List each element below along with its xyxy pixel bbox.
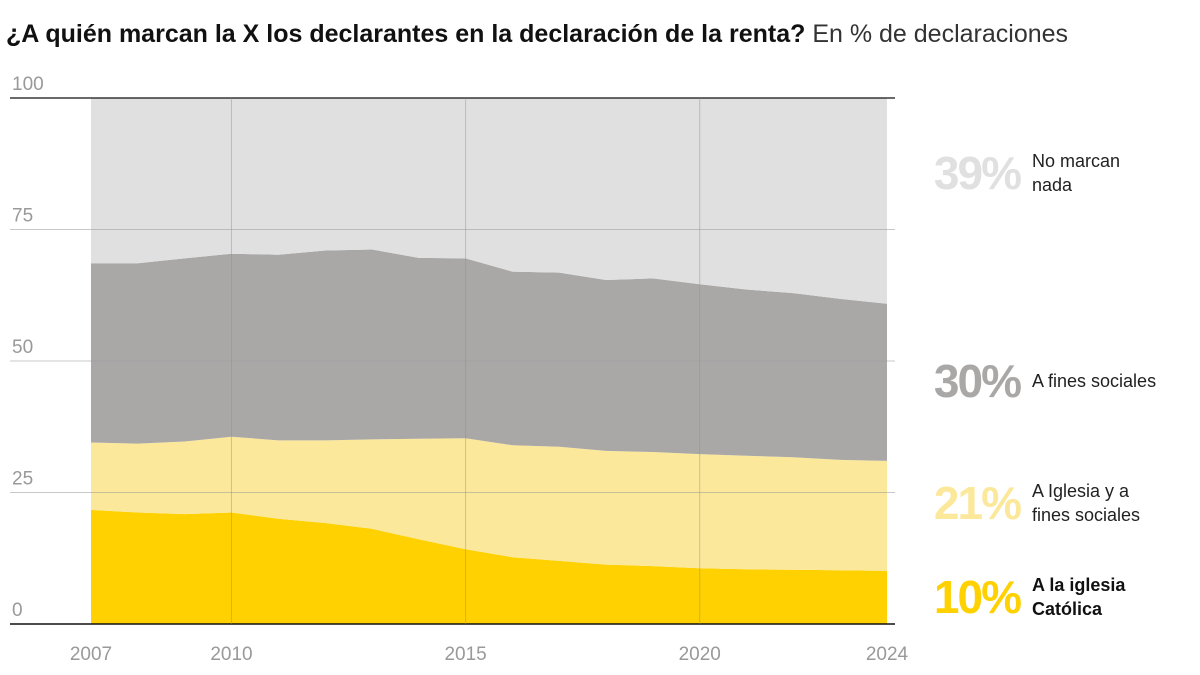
x-tick-label: 2015 xyxy=(444,644,486,665)
label-catolica-desc: A la iglesia Católica xyxy=(1032,575,1126,619)
area-catolica xyxy=(91,509,887,624)
label-no-marcan-pct: 39% xyxy=(933,147,1022,199)
label-ambas: 21% A Iglesia y a fines sociales xyxy=(920,478,1162,528)
x-tick-label: 2010 xyxy=(210,644,252,665)
area-fines-sociales xyxy=(91,249,887,461)
label-no-marcan: 39% No marcan nada xyxy=(920,148,1162,198)
label-ambas-pct: 21% xyxy=(933,477,1022,529)
x-tick-label: 2007 xyxy=(70,644,112,665)
label-fines-sociales: 30% A fines sociales xyxy=(920,356,1162,406)
y-tick-label: 0 xyxy=(12,600,23,621)
area-no-marcan xyxy=(91,98,887,304)
x-tick-label: 2024 xyxy=(866,644,909,665)
x-tick-label: 2020 xyxy=(679,644,721,665)
y-tick-label: 50 xyxy=(12,337,33,358)
y-tick-label: 25 xyxy=(12,469,33,490)
y-tick-label: 100 xyxy=(12,74,44,95)
y-tick-label: 75 xyxy=(12,206,33,227)
label-ambas-desc: A Iglesia y a fines sociales xyxy=(1032,481,1141,525)
area-ambas xyxy=(91,436,887,571)
label-no-marcan-desc: No marcan nada xyxy=(1032,151,1121,195)
chart-title-sub: En % de declaraciones xyxy=(812,20,1069,48)
label-fines-sociales-pct: 30% xyxy=(933,355,1022,407)
label-fines-sociales-desc: A fines sociales xyxy=(1032,371,1157,391)
chart-title-main: ¿A quién marcan la X los declarantes en … xyxy=(6,20,806,48)
chart-title: ¿A quién marcan la X los declarantes en … xyxy=(6,18,1068,50)
label-catolica-pct: 10% xyxy=(933,571,1022,623)
label-catolica: 10% A la iglesia Católica xyxy=(920,572,1162,622)
